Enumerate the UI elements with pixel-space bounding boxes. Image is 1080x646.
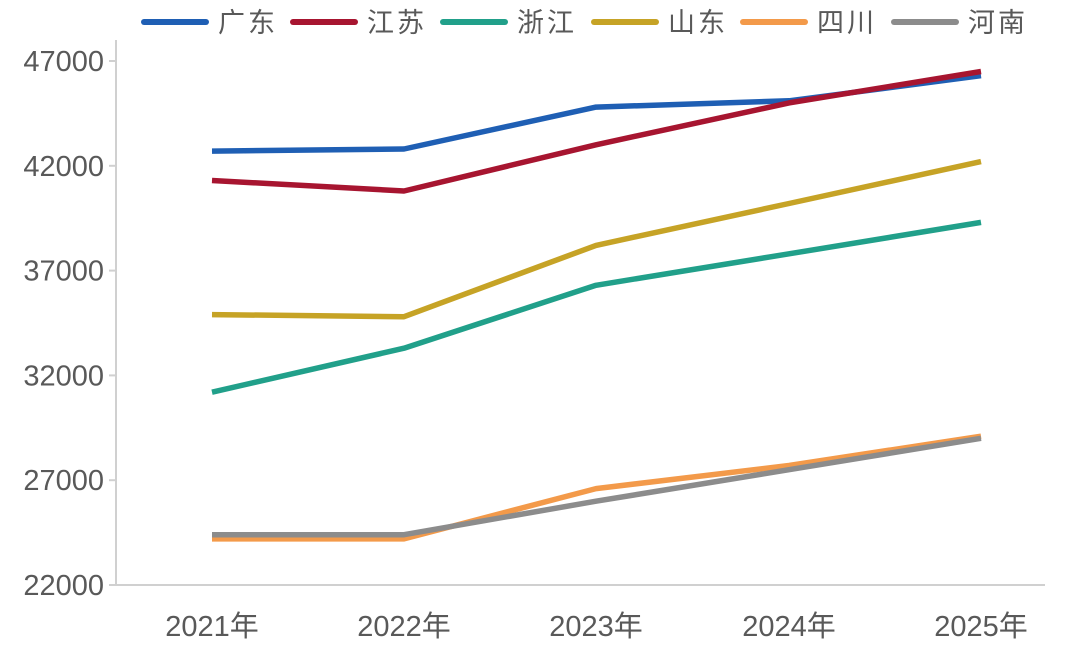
legend-item: 浙江 xyxy=(440,8,577,39)
legend-item: 四川 xyxy=(740,8,877,39)
y-tick-label: 32000 xyxy=(23,360,104,392)
x-tick-label: 2022年 xyxy=(357,610,451,643)
legend-item: 广东 xyxy=(141,8,278,39)
legend-item: 山东 xyxy=(591,8,728,39)
y-tick-label: 37000 xyxy=(23,256,104,288)
y-axis: 22000 27000 32000 37000 42000 47000 xyxy=(23,40,117,602)
legend-label: 浙江 xyxy=(517,8,577,39)
x-tick-label: 2024年 xyxy=(742,610,836,643)
legend-item: 江苏 xyxy=(290,8,427,39)
x-tick-label: 2023年 xyxy=(549,610,643,643)
x-tick-label: 2021年 xyxy=(165,610,259,643)
series-lines xyxy=(211,68,982,542)
y-tick-label: 42000 xyxy=(23,151,104,183)
series-line-0 xyxy=(211,72,982,154)
chart-legend: 广东 江苏 浙江 山东 四川 河南 xyxy=(141,8,1028,39)
series-line-1 xyxy=(211,68,982,194)
legend-label: 江苏 xyxy=(367,8,427,39)
x-tick-label: 2025年 xyxy=(934,610,1028,643)
y-tick-label: 47000 xyxy=(23,46,104,78)
legend-item: 河南 xyxy=(891,8,1028,39)
legend-label: 河南 xyxy=(968,8,1028,39)
x-axis: 2021年 2022年 2023年 2024年 2025年 xyxy=(116,584,1045,643)
legend-label: 山东 xyxy=(668,8,728,39)
legend-label: 广东 xyxy=(218,8,278,39)
y-tick-label: 22000 xyxy=(23,570,104,602)
series-line-4 xyxy=(212,433,982,542)
legend-label: 四川 xyxy=(817,8,877,39)
y-tick-label: 27000 xyxy=(23,465,104,497)
